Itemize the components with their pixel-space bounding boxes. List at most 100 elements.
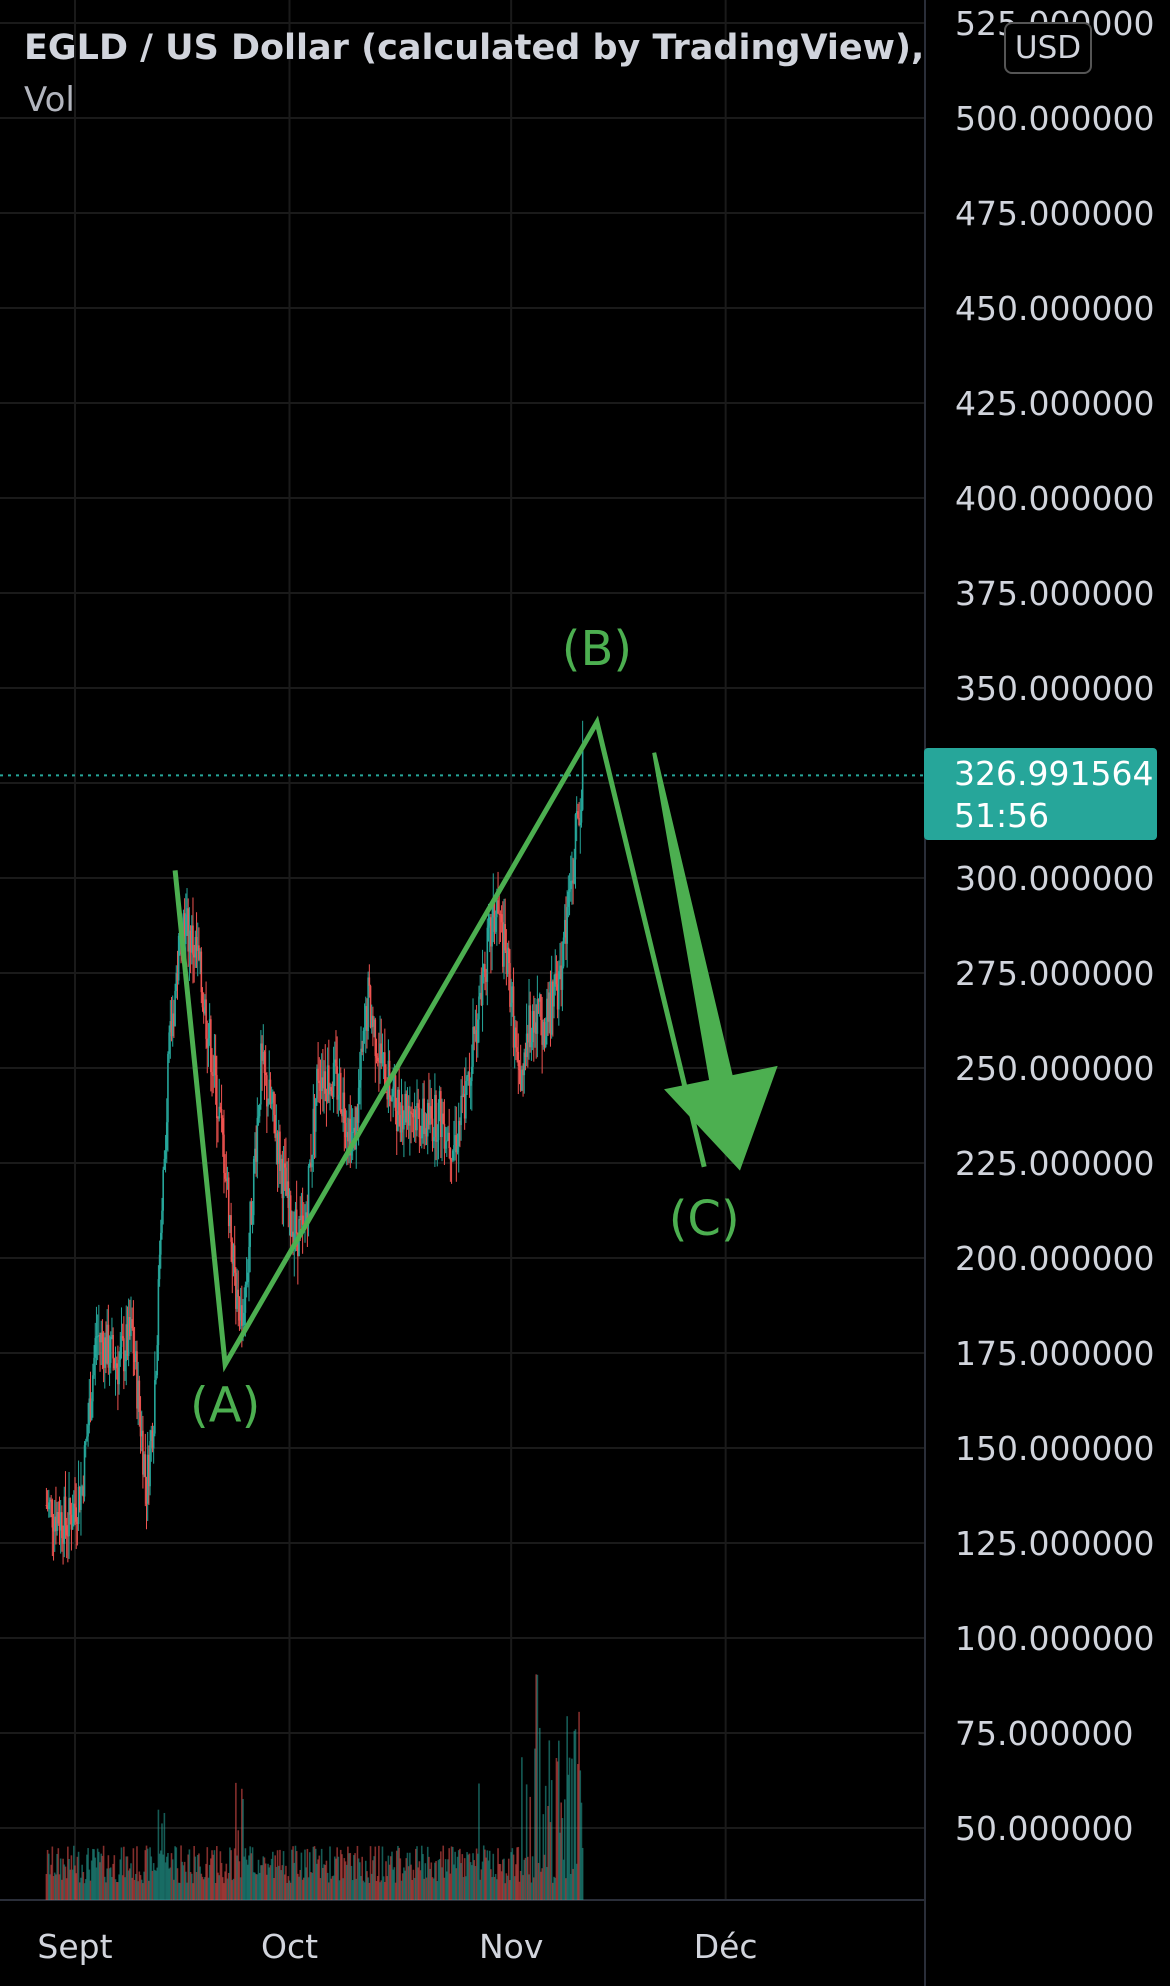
volume-bar	[369, 1846, 372, 1900]
candle	[237, 1289, 240, 1297]
volume-bar	[73, 1845, 75, 1900]
volume-bar	[98, 1851, 100, 1900]
volume-bar	[199, 1866, 201, 1900]
volume-bar	[200, 1873, 203, 1900]
candle	[312, 1108, 315, 1155]
candle	[577, 811, 579, 818]
volume-bar	[428, 1856, 430, 1900]
candle	[552, 981, 554, 1007]
candle	[59, 1512, 62, 1531]
volume-indicator-label[interactable]: Vol	[24, 80, 75, 120]
price-axis-label: 75.000000	[955, 1714, 1133, 1753]
last-price-tag: 326.991564 51:56	[924, 748, 1157, 840]
volume-bar	[328, 1882, 330, 1900]
volume-bar	[324, 1864, 327, 1900]
candle	[467, 1072, 470, 1077]
candle	[217, 1118, 219, 1120]
volume-bar	[106, 1868, 108, 1900]
candle	[534, 1022, 536, 1033]
candle	[288, 1195, 291, 1208]
candle	[566, 906, 568, 944]
volume-bar	[394, 1882, 397, 1900]
candle	[480, 992, 483, 1006]
candle	[92, 1375, 94, 1402]
volume-bar	[476, 1853, 479, 1900]
volume-bar	[133, 1879, 136, 1900]
volume-bar	[251, 1847, 254, 1900]
candle	[106, 1324, 108, 1364]
currency-button[interactable]: USD	[1004, 22, 1092, 74]
volume-bar	[503, 1858, 505, 1900]
volume-bar	[480, 1869, 483, 1900]
candle	[494, 917, 497, 932]
candle	[560, 965, 562, 990]
volume-bar	[386, 1876, 389, 1900]
candle	[305, 1212, 307, 1221]
volume-bar	[269, 1865, 272, 1900]
volume-bar	[366, 1871, 368, 1900]
candle	[152, 1433, 155, 1449]
volume-bar	[393, 1867, 396, 1900]
volume-bar	[357, 1858, 360, 1900]
volume-bar	[468, 1853, 471, 1900]
volume-bar	[580, 1802, 583, 1900]
candle	[119, 1346, 122, 1360]
candle	[530, 1042, 533, 1048]
candle	[256, 1117, 259, 1162]
candle	[213, 1055, 216, 1076]
candle	[333, 1059, 336, 1063]
volume-bar	[339, 1849, 342, 1900]
volume-bar	[521, 1757, 523, 1900]
candle	[451, 1150, 454, 1161]
volume-bar	[374, 1846, 377, 1900]
candle	[83, 1445, 86, 1497]
candle	[63, 1496, 66, 1544]
volume-bar	[333, 1856, 336, 1900]
volume-bar	[138, 1871, 141, 1900]
volume-bar	[146, 1848, 149, 1900]
volume-bar	[238, 1861, 241, 1900]
volume-bar	[566, 1716, 568, 1900]
candle	[338, 1072, 341, 1096]
volume-bar	[224, 1871, 226, 1900]
volume-bar	[297, 1873, 299, 1900]
candle	[522, 1069, 524, 1076]
candle	[440, 1091, 442, 1138]
candle	[124, 1361, 126, 1372]
candle	[449, 1148, 452, 1160]
volume-bar	[114, 1879, 117, 1900]
volume-bar	[509, 1880, 511, 1900]
volume-bar	[322, 1867, 324, 1900]
volume-bar	[436, 1881, 439, 1900]
candle	[400, 1105, 403, 1133]
volume-bar	[485, 1857, 487, 1900]
candle	[230, 1215, 232, 1242]
candle	[225, 1178, 228, 1181]
candle	[170, 1021, 173, 1037]
volume-bar	[463, 1858, 466, 1900]
candle	[335, 1059, 337, 1067]
candle	[245, 1282, 248, 1285]
volume-bar	[174, 1846, 176, 1900]
candle	[525, 1033, 528, 1058]
candle	[571, 880, 573, 882]
candle	[329, 1087, 331, 1095]
candle	[201, 992, 204, 1008]
price-axis-label: 100.000000	[955, 1619, 1154, 1658]
volume-bar	[76, 1856, 79, 1900]
candle	[47, 1502, 50, 1510]
candle	[231, 1241, 234, 1264]
volume-bar	[515, 1864, 517, 1900]
volume-bar	[392, 1869, 394, 1900]
candle	[509, 963, 511, 1007]
volume-bar	[453, 1864, 455, 1900]
volume-bar	[462, 1877, 465, 1900]
candle	[89, 1398, 92, 1420]
volume-bar	[337, 1856, 340, 1900]
candle	[150, 1430, 153, 1442]
volume-bar	[150, 1856, 153, 1900]
candle	[248, 1246, 250, 1273]
price-axis-label: 175.000000	[955, 1334, 1154, 1373]
volume-bar	[451, 1846, 454, 1900]
